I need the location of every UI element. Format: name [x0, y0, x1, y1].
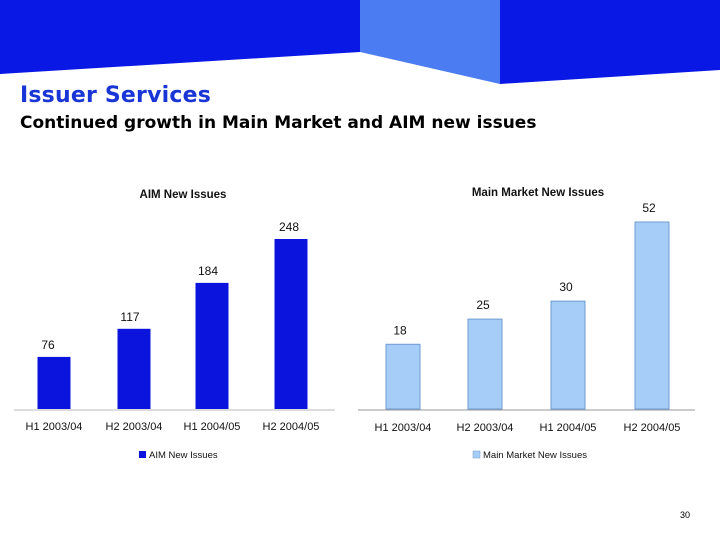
banner-shape-middle [360, 0, 500, 84]
main-market-chart: Main Market New Issues 18 25 30 52 H1 2003/… [358, 187, 695, 461]
aim-x-ticks: H1 2003/04 H2 2003/04 H1 2004/05 H2 2004/05 [26, 421, 320, 433]
aim-data-label: 117 [120, 310, 139, 324]
aim-bar [274, 239, 308, 409]
aim-legend-label: AIM New Issues [149, 450, 218, 461]
main-data-label: 30 [559, 280, 573, 294]
main-data-label: 52 [642, 201, 656, 215]
main-bar [385, 343, 421, 410]
banner-shape-left [0, 0, 360, 74]
aim-tick-label: H1 2004/05 [184, 421, 241, 433]
page-subtitle: Continued growth in Main Market and AIM … [20, 113, 537, 133]
main-tick-label: H2 2004/05 [624, 422, 681, 434]
aim-tick-label: H2 2004/05 [263, 421, 320, 433]
main-bar [550, 300, 586, 410]
aim-data-label: 248 [279, 220, 299, 234]
aim-legend-swatch [139, 451, 146, 458]
main-legend-swatch [472, 450, 481, 459]
main-chart-title: Main Market New Issues [472, 187, 604, 199]
main-legend-label: Main Market New Issues [483, 450, 587, 461]
main-bar [467, 318, 503, 410]
aim-chart-title: AIM New Issues [140, 189, 227, 201]
main-data-label: 18 [393, 323, 407, 337]
header-banner [0, 0, 720, 84]
main-tick-label: H1 2003/04 [375, 422, 432, 434]
aim-tick-label: H1 2003/04 [26, 421, 83, 433]
aim-tick-label: H2 2003/04 [106, 421, 163, 433]
main-tick-label: H1 2004/05 [540, 422, 597, 434]
page-title: Issuer Services [20, 83, 212, 108]
aim-bar [195, 282, 229, 409]
aim-bars [37, 239, 308, 409]
page-number: 30 [680, 510, 691, 520]
aim-data-labels: 76 117 184 248 [41, 220, 299, 352]
banner-shape-right [500, 0, 720, 84]
main-bars [385, 221, 670, 410]
main-bar [634, 221, 670, 410]
aim-data-label: 184 [198, 264, 218, 278]
aim-chart: AIM New Issues 76 117 184 248 H1 2003/04 H2 … [14, 189, 335, 461]
main-x-ticks: H1 2003/04 H2 2003/04 H1 2004/05 H2 2004/05 [375, 422, 681, 434]
aim-legend: AIM New Issues [139, 450, 218, 461]
main-tick-label: H2 2003/04 [457, 422, 514, 434]
aim-bar [37, 356, 71, 409]
main-data-label: 25 [476, 298, 490, 312]
main-data-labels: 18 25 30 52 [393, 201, 656, 337]
aim-data-label: 76 [41, 338, 55, 352]
aim-bar [117, 328, 151, 409]
main-legend: Main Market New Issues [472, 450, 587, 461]
